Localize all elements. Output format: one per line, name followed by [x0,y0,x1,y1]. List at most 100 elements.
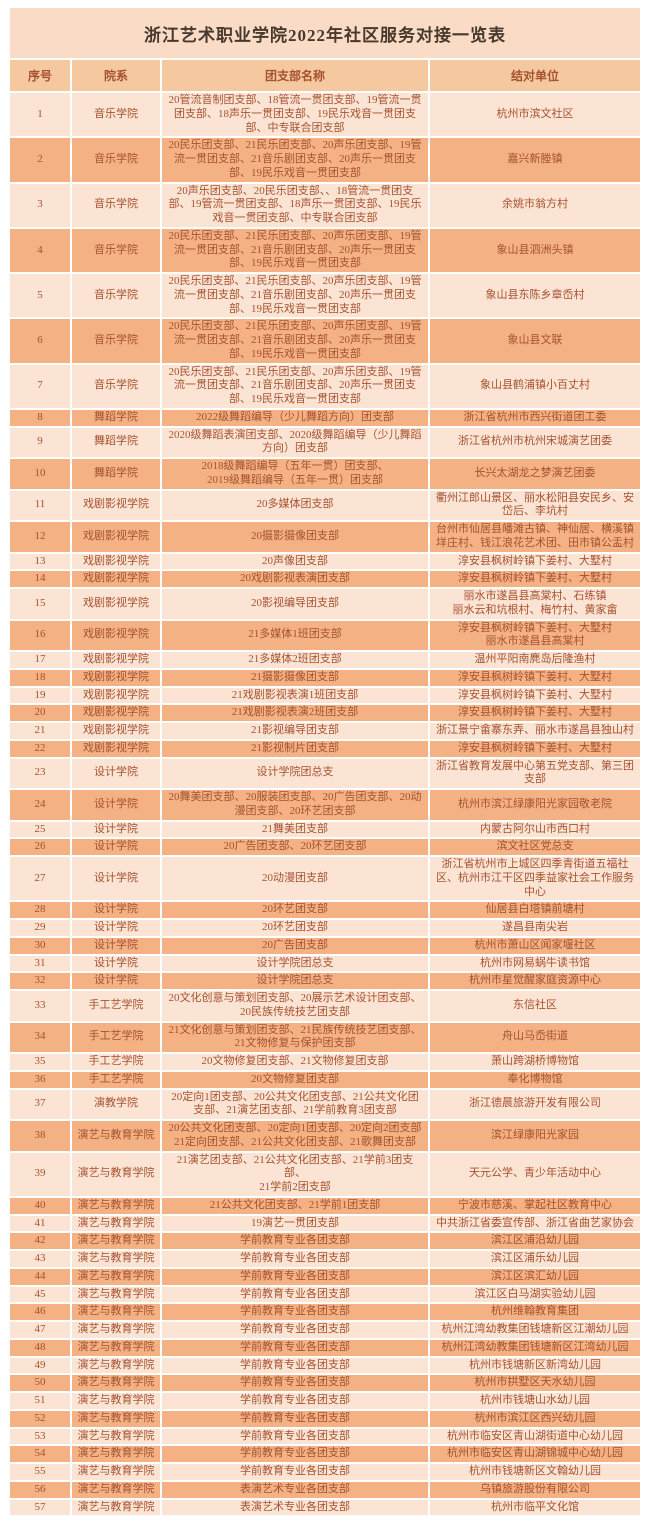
col-header-unit: 结对单位 [430,60,640,91]
cell-unit: 杭州市萧山区闻家堰社区 [430,937,640,954]
page-title: 浙江艺术职业学院2022年社区服务对接一览表 [10,8,640,58]
cell-branch: 21公共文化团支部、21学前1团支部 [162,1197,428,1214]
cell-no: 25 [10,821,70,838]
cell-branch: 21多媒体2班团支部 [162,652,428,668]
cell-no: 54 [10,1446,70,1462]
table-row: 43 演艺与教育学院 学前教育专业各团支部 滨江区浦乐幼儿园 [10,1251,640,1267]
table-body: 1 音乐学院 20管流音制团支部、18管流一贯团支部、19管流一贯团支部、18声乐一… [10,93,640,1516]
cell-no: 9 [10,427,70,457]
cell-unit: 滨江区滨汇幼儿园 [430,1268,640,1285]
cell-no: 50 [10,1375,70,1391]
cell-no: 6 [10,319,70,363]
cell-dept: 设计学院 [72,920,160,936]
cell-no: 30 [10,937,70,954]
cell-branch: 21影视制片团支部 [162,740,428,757]
cell-dept: 演艺与教育学院 [72,1464,160,1480]
cell-no: 12 [10,522,70,552]
cell-unit: 淳安县枫树岭镇下姜村、大墅村 [430,669,640,686]
cell-dept: 舞蹈学院 [72,427,160,457]
cell-dept: 演艺与教育学院 [72,1197,160,1214]
cell-branch: 20舞美团支部、20服装团支部、20广告团支部、20动漫团支部、20环艺团支部 [162,790,428,820]
cell-unit: 乌镇旅游股份有限公司 [430,1481,640,1498]
table-row: 20 戏剧影视学院 21戏剧影视表演2班团支部 淳安县枫树岭镇下姜村、大墅村 [10,705,640,721]
table-row: 31 设计学院 设计学院团总支 杭州市网易蜗牛读书馆 [10,955,640,972]
cell-dept: 演艺与教育学院 [72,1499,160,1516]
cell-dept: 音乐学院 [72,183,160,227]
cell-dept: 设计学院 [72,790,160,820]
cell-dept: 戏剧影视学院 [72,589,160,619]
cell-unit: 长兴太湖龙之梦演艺团委 [430,459,640,489]
cell-dept: 音乐学院 [72,228,160,272]
table-row: 27 设计学院 20动漫团支部 浙江省杭州市上城区四季青街道五福社区、杭州市江干区四季… [10,857,640,901]
cell-branch: 20文物修复团支部、21文物修复团支部 [162,1054,428,1070]
community-service-roster-document: 浙江艺术职业学院2022年社区服务对接一览表 序号 院系 团支部名称 结对单位 1 音乐… [8,8,642,1517]
cell-unit: 杭州市钱塘新区新湾幼儿园 [430,1357,640,1374]
cell-branch: 20多媒体团支部 [162,490,428,520]
cell-unit: 杭州市钱塘新区文翰幼儿园 [430,1464,640,1480]
cell-dept: 演艺与教育学院 [72,1339,160,1356]
table-row: 45 演艺与教育学院 学前教育专业各团支部 滨江区白马湖实验幼儿园 [10,1286,640,1303]
cell-unit: 杭州市网易蜗牛读书馆 [430,955,640,972]
table-row: 28 设计学院 20环艺团支部 仙居县白塔镇前塘村 [10,902,640,918]
cell-dept: 演艺与教育学院 [72,1121,160,1151]
cell-no: 2 [10,138,70,182]
cell-unit: 舟山马岙街道 [430,1022,640,1052]
table-row: 18 戏剧影视学院 21摄影摄像团支部 淳安县枫树岭镇下姜村、大墅村 [10,669,640,686]
table-row: 57 演艺与教育学院 表演艺术专业各团支部 杭州市临平文化馆 [10,1499,640,1516]
cell-no: 35 [10,1054,70,1070]
table-row: 8 舞蹈学院 2022级舞蹈编导（少儿舞蹈方向）团支部 浙江省杭州市西兴街道团工委 [10,409,640,426]
table-row: 36 手工艺学院 20文物修复团支部 奉化博物馆 [10,1071,640,1088]
cell-dept: 演艺与教育学院 [72,1304,160,1320]
cell-unit: 台州市仙居县皤滩古镇、神仙居、横溪镇垟庄村、钱江浪花艺术团、田市镇公盂村 [430,522,640,552]
cell-dept: 设计学院 [72,839,160,855]
cell-dept: 手工艺学院 [72,1022,160,1052]
cell-branch: 20摄影摄像团支部 [162,522,428,552]
cell-branch: 20戏剧影视表演团支部 [162,571,428,587]
table-row: 33 手工艺学院 20文化创意与策划团支部、20展示艺术设计团支部、20民族传统技艺… [10,991,640,1021]
cell-unit: 萧山跨湖桥博物馆 [430,1054,640,1070]
cell-no: 57 [10,1499,70,1516]
table-row: 25 设计学院 21舞美团支部 内蒙古阿尔山市西口村 [10,821,640,838]
cell-unit: 杭州市钱塘山水幼儿园 [430,1393,640,1409]
cell-dept: 演艺与教育学院 [72,1286,160,1303]
table-row: 1 音乐学院 20管流音制团支部、18管流一贯团支部、19管流一贯团支部、18声乐一… [10,93,640,137]
table-row: 51 演艺与教育学院 学前教育专业各团支部 杭州市钱塘山水幼儿园 [10,1393,640,1409]
table-header: 序号 院系 团支部名称 结对单位 [10,60,640,91]
cell-branch: 学前教育专业各团支部 [162,1357,428,1374]
cell-no: 45 [10,1286,70,1303]
cell-dept: 戏剧影视学院 [72,705,160,721]
cell-dept: 设计学院 [72,955,160,972]
cell-no: 18 [10,669,70,686]
cell-no: 39 [10,1152,70,1196]
cell-no: 21 [10,723,70,739]
cell-dept: 音乐学院 [72,319,160,363]
table-row: 22 戏剧影视学院 21影视制片团支部 淳安县枫树岭镇下姜村、大墅村 [10,740,640,757]
cell-unit: 浙江景宁畲寨东弄、丽水市遂昌县独山村 [430,723,640,739]
cell-dept: 演教学院 [72,1089,160,1119]
cell-dept: 戏剧影视学院 [72,687,160,704]
cell-dept: 手工艺学院 [72,991,160,1021]
cell-unit: 浙江德晨旅游开发有限公司 [430,1089,640,1119]
table-row: 42 演艺与教育学院 学前教育专业各团支部 滨江区浦沿幼儿园 [10,1233,640,1249]
cell-unit: 杭州市拱墅区天水幼儿园 [430,1375,640,1391]
table-row: 41 演艺与教育学院 19演艺一贯团支部 中共浙江省委宣传部、浙江省曲艺家协会 [10,1215,640,1232]
cell-unit: 奉化博物馆 [430,1071,640,1088]
cell-no: 26 [10,839,70,855]
cell-unit: 宁波市慈溪、掌起社区教育中心 [430,1197,640,1214]
cell-no: 14 [10,571,70,587]
table-row: 34 手工艺学院 21文化创意与策划团支部、21民族传统技艺团支部、21文物修复与保… [10,1022,640,1052]
cell-no: 41 [10,1215,70,1232]
cell-no: 10 [10,459,70,489]
cell-dept: 设计学院 [72,857,160,901]
cell-branch: 学前教育专业各团支部 [162,1464,428,1480]
table-row: 13 戏剧影视学院 20声像团支部 淳安县枫树岭镇下姜村、大墅村 [10,553,640,570]
cell-unit: 东信社区 [430,991,640,1021]
cell-branch: 20影视编导团支部 [162,589,428,619]
cell-unit: 杭州市滨江绿康阳光家园敬老院 [430,790,640,820]
cell-no: 55 [10,1464,70,1480]
table-row: 53 演艺与教育学院 学前教育专业各团支部 杭州市临安区青山湖街道中心幼儿园 [10,1428,640,1445]
cell-branch: 20环艺团支部 [162,920,428,936]
cell-dept: 戏剧影视学院 [72,740,160,757]
cell-no: 20 [10,705,70,721]
cell-dept: 设计学院 [72,758,160,788]
